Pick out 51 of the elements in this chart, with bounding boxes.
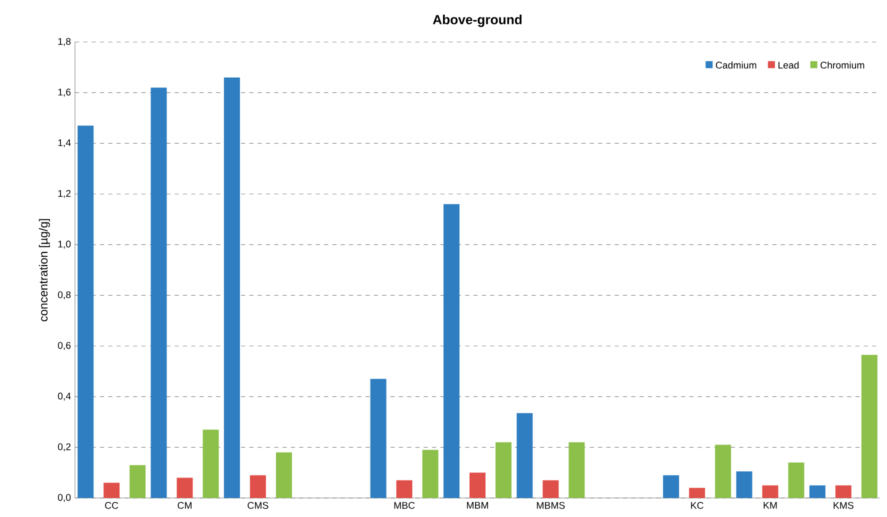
bar [663,475,680,498]
bar [861,354,878,498]
bar [104,482,120,498]
bar [276,452,292,498]
bar [762,485,778,498]
bar [396,480,412,498]
bar [78,126,94,498]
y-tick-label: 1,2 [58,190,71,198]
x-tick-label: CM [178,502,192,509]
bar [715,444,732,498]
x-tick-label: MBMS [536,502,565,509]
bar [809,485,826,498]
legend-label: Lead [778,61,799,69]
bar [788,462,804,498]
x-tick-label: CMS [248,502,268,509]
bar [496,442,512,498]
y-tick-label: 1,8 [58,38,71,46]
bar [150,88,167,498]
x-tick-label: MBC [394,502,415,509]
y-tick-label: 0,4 [58,392,71,401]
bar [568,442,585,498]
y-tick-label: 0,0 [58,494,71,502]
legend-label: Chromium [820,61,864,69]
y-tick-label: 1,0 [58,240,71,249]
bar [736,471,752,498]
x-tick-label: KM [764,502,777,509]
x-tick-label: MBM [467,502,488,509]
x-tick-label: CC [105,502,118,509]
x-tick-label: KC [691,502,704,509]
bar [422,450,438,498]
bar [250,475,266,498]
y-axis-title: concentration [µg/g] [38,219,50,322]
bar [516,413,533,498]
y-tick-label: 0,8 [58,291,71,300]
bar [130,465,146,498]
y-tick-label: 0,2 [58,443,71,452]
bar [470,472,486,498]
bar [444,204,460,498]
legend-label: Cadmium [716,61,756,69]
bar [835,485,852,498]
x-tick-label: KMS [834,502,854,509]
bar [224,77,240,498]
bar [689,488,706,498]
y-tick-label: 1,6 [58,88,71,97]
y-tick-label: 1,4 [58,139,71,148]
bar [176,478,193,498]
chart-title: Above-ground [432,14,522,27]
bar [370,378,386,498]
bar [202,430,219,498]
y-tick-label: 0,6 [58,342,71,350]
bar [542,480,559,498]
